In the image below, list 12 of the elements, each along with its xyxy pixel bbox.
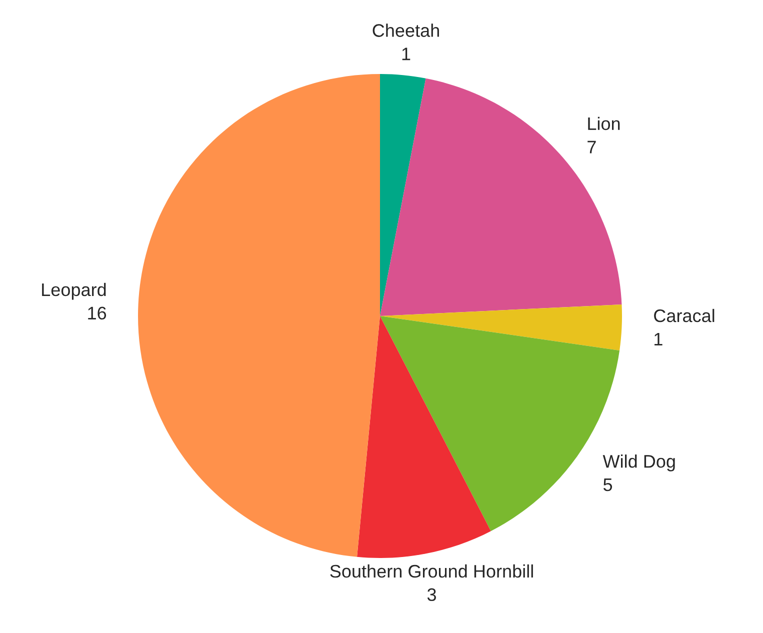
data-label: 1	[402, 48, 410, 60]
slice-label: Wild Dog	[602, 454, 675, 472]
data-label: 7	[588, 140, 596, 154]
slice-label: Cheetah	[372, 24, 439, 37]
slice-label: Southern Ground Hornbill	[330, 564, 533, 578]
data-label: 16	[88, 306, 106, 320]
slice-label: Leopard	[42, 282, 106, 300]
slice-label: Caracal	[654, 308, 714, 322]
data-label: 3	[427, 588, 436, 602]
data-label: 5	[603, 478, 612, 492]
slice-label: Lion	[588, 116, 620, 130]
data-label: 1	[654, 332, 662, 346]
